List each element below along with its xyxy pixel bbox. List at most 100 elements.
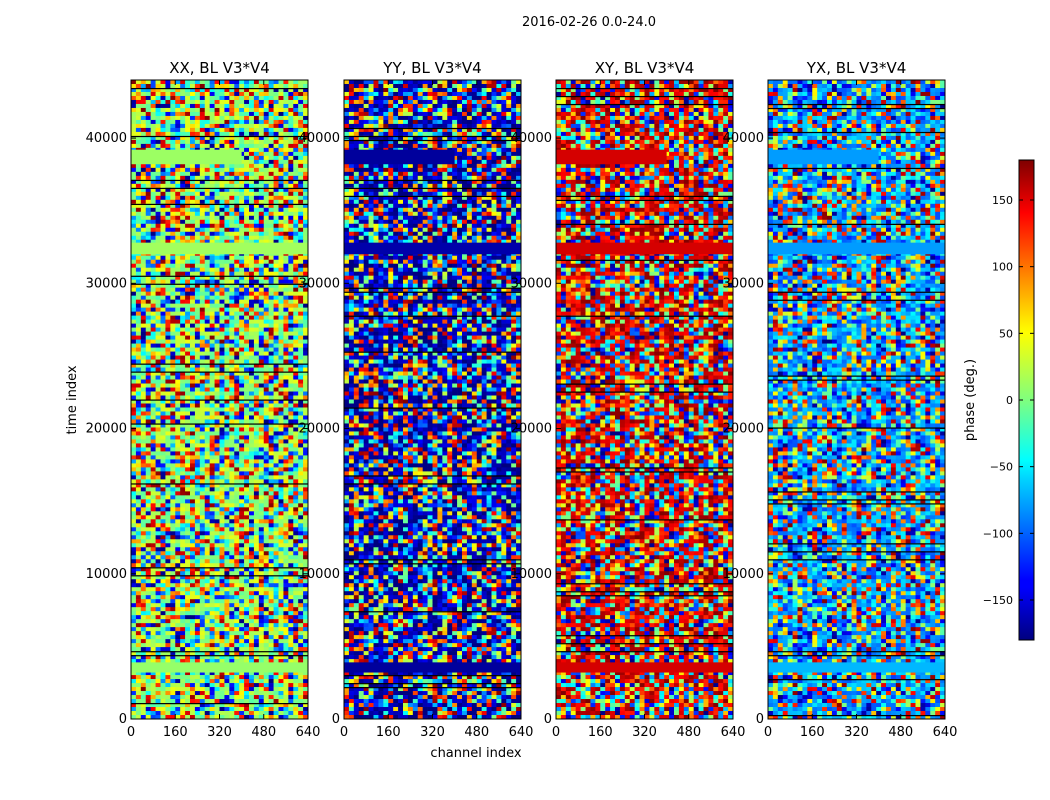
- phase-cell: [155, 199, 161, 205]
- phase-cell: [224, 503, 230, 508]
- phase-cell: [298, 195, 304, 201]
- phase-cell: [283, 359, 289, 364]
- phase-cell: [244, 627, 250, 632]
- phase-cell: [180, 215, 186, 221]
- phase-cell: [253, 87, 260, 93]
- phase-cell: [278, 543, 284, 548]
- phase-cell: [150, 99, 156, 105]
- phase-cell: [204, 259, 210, 265]
- phase-cell: [234, 559, 240, 564]
- phase-cell: [214, 475, 220, 480]
- phase-cell: [214, 447, 220, 452]
- phase-cell: [229, 627, 235, 632]
- phase-cell: [303, 399, 308, 404]
- phase-cell: [131, 423, 137, 428]
- phase-cell: [278, 379, 284, 384]
- phase-cell: [219, 399, 225, 404]
- phase-cell: [194, 555, 201, 560]
- phase-cell: [165, 615, 171, 620]
- phase-cell: [131, 591, 137, 596]
- phase-cell: [244, 343, 250, 348]
- phase-cell: [253, 83, 260, 89]
- phase-cell: [214, 331, 220, 336]
- phase-cell: [239, 403, 245, 408]
- phase-cell: [298, 155, 304, 161]
- phase-cell: [131, 627, 137, 632]
- phase-cell: [209, 623, 215, 628]
- phase-cell: [185, 379, 191, 384]
- phase-cell: [244, 103, 250, 109]
- phase-cell: [229, 363, 235, 368]
- phase-cell: [268, 123, 274, 129]
- phase-cell: [229, 571, 235, 576]
- phase-cell: [155, 383, 161, 388]
- phase-cell: [219, 547, 225, 552]
- phase-cell: [288, 99, 294, 105]
- phase-cell: [303, 627, 308, 632]
- phase-cell: [249, 575, 255, 580]
- phase-cell: [249, 475, 255, 480]
- phase-cell: [298, 447, 304, 452]
- phase-cell: [303, 367, 308, 372]
- phase-cell: [194, 491, 201, 496]
- phase-cell: [180, 279, 186, 284]
- phase-cell: [194, 87, 201, 93]
- phase-cell: [249, 211, 255, 217]
- phase-cell: [298, 171, 304, 177]
- phase-cell: [190, 503, 196, 508]
- phase-cell: [175, 211, 181, 217]
- phase-cell: [180, 223, 186, 229]
- phase-cell: [263, 595, 269, 600]
- phase-cell: [204, 211, 210, 217]
- phase-cell: [244, 531, 250, 536]
- phase-cell: [180, 387, 186, 392]
- phase-cell: [145, 347, 151, 352]
- phase-cell: [214, 583, 220, 588]
- phase-cell: [278, 80, 284, 85]
- phase-cell: [298, 391, 304, 396]
- phase-cell: [298, 395, 304, 400]
- phase-cell: [160, 371, 166, 376]
- phase-cell: [263, 215, 269, 221]
- phase-cell: [263, 491, 269, 496]
- phase-cell: [160, 123, 166, 129]
- phase-cell: [155, 615, 161, 620]
- phase-cell: [140, 143, 147, 149]
- phase-cell: [263, 135, 269, 141]
- phase-cell: [229, 515, 235, 520]
- phase-cell: [293, 551, 299, 556]
- phase-cell: [258, 83, 265, 89]
- phase-cell: [194, 99, 201, 105]
- phase-cell: [298, 215, 304, 221]
- phase-cell: [140, 347, 147, 352]
- phase-cell: [273, 115, 279, 121]
- phase-cell: [234, 507, 240, 512]
- phase-cell: [185, 287, 191, 292]
- phase-cell: [135, 587, 142, 592]
- phase-cell: [298, 571, 304, 576]
- phase-cell: [224, 139, 230, 145]
- phase-cell: [194, 203, 201, 209]
- phase-cell: [303, 275, 308, 280]
- phase-cell: [253, 367, 260, 372]
- phase-cell: [303, 415, 308, 420]
- phase-cell: [293, 611, 299, 616]
- phase-cell: [258, 99, 265, 105]
- phase-cell: [258, 339, 265, 344]
- phase-cell: [204, 127, 210, 133]
- phase-cell: [224, 219, 230, 225]
- phase-cell: [234, 483, 240, 488]
- phase-cell: [131, 303, 137, 308]
- phase-cell: [278, 127, 284, 133]
- phase-cell: [160, 103, 166, 109]
- phase-cell: [170, 215, 176, 221]
- phase-cell: [170, 435, 176, 440]
- phase-cell: [204, 123, 210, 129]
- phase-cell: [253, 279, 260, 284]
- phase-cell: [303, 219, 308, 225]
- phase-cell: [263, 335, 269, 340]
- phase-cell: [209, 279, 215, 284]
- phase-cell: [253, 383, 260, 388]
- phase-cell: [278, 551, 284, 556]
- phase-cell: [229, 547, 235, 552]
